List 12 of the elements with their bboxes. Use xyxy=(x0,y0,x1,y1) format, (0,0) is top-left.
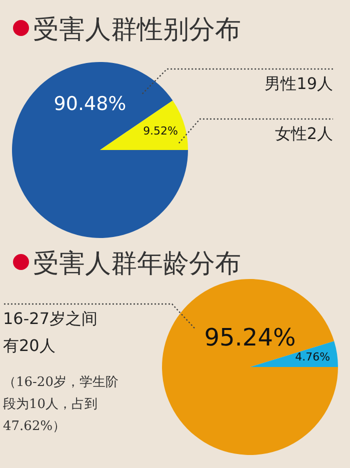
chart-title: 受害人群年龄分布 xyxy=(33,249,241,279)
data-label: 95.24% xyxy=(204,324,296,352)
chart-title: 受害人群性别分布 xyxy=(33,15,241,45)
data-label: 90.48% xyxy=(54,93,126,116)
slice-label: 男性19人 xyxy=(264,74,333,93)
pie-slice xyxy=(162,279,338,455)
data-label: 9.52% xyxy=(143,124,178,138)
text: （16-20岁，学生阶段为10人，占到47.62%） xyxy=(3,374,120,436)
slice-label: 16-27岁之间有20人 xyxy=(3,309,98,355)
slice-label: 女性2人 xyxy=(274,124,333,143)
data-label: 4.76% xyxy=(295,350,330,364)
pie-slice xyxy=(12,62,188,238)
